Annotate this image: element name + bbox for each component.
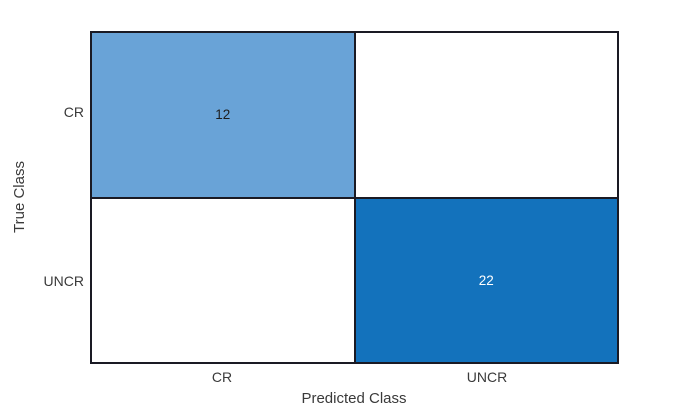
x-tick-cr: CR <box>211 369 233 385</box>
cell-true-uncr-pred-cr <box>92 198 354 362</box>
y-tick-uncr: UNCR <box>43 273 84 289</box>
cell-true-cr-pred-uncr <box>355 33 617 197</box>
confusion-matrix-grid: 12 22 <box>90 31 619 364</box>
cell-true-cr-pred-cr: 12 <box>92 33 354 197</box>
x-axis-label: Predicted Class <box>301 390 407 407</box>
x-tick-uncr: UNCR <box>466 369 508 385</box>
cell-true-uncr-pred-uncr: 22 <box>355 198 617 362</box>
y-tick-cr: CR <box>63 104 84 120</box>
y-axis-label: True Class <box>11 161 28 233</box>
